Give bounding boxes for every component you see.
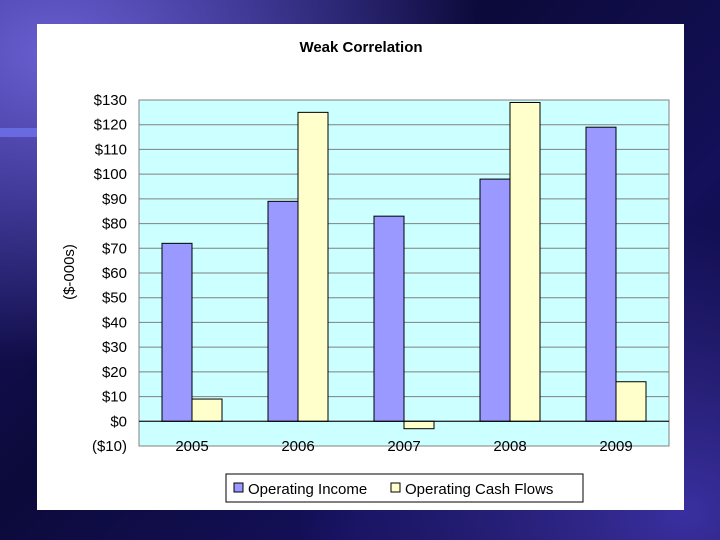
- bar-operating-cash-flows: [191, 398, 223, 422]
- y-tick-label: $130: [94, 92, 127, 109]
- slide-accent-bar: [0, 128, 40, 137]
- y-tick-label: $120: [94, 117, 127, 134]
- x-tick-label: 2008: [493, 438, 526, 455]
- x-tick-label: 2009: [599, 438, 632, 455]
- legend: Operating Income Operating Cash Flows: [225, 473, 584, 503]
- legend-swatch: [233, 482, 244, 493]
- y-tick-label: $110: [95, 141, 127, 158]
- x-tick-label: 2006: [281, 438, 314, 455]
- y-axis-label: ($-000s): [61, 244, 78, 300]
- y-tick-label: ($10): [92, 438, 127, 455]
- bar-operating-income: [479, 178, 511, 422]
- y-tick-label: $60: [102, 265, 127, 282]
- bar-operating-cash-flows: [403, 420, 435, 430]
- y-tick-label: $70: [102, 240, 127, 257]
- y-tick-label: $40: [102, 314, 127, 331]
- bars: [161, 101, 647, 430]
- legend-box: [225, 473, 584, 503]
- bar-operating-income: [373, 215, 405, 422]
- y-tick-label: $10: [102, 389, 127, 406]
- bar-operating-cash-flows: [615, 381, 647, 422]
- y-tick-label: $90: [102, 191, 127, 208]
- x-tick-label: 2007: [387, 438, 420, 455]
- bar-operating-income: [585, 126, 617, 422]
- y-tick-label: $0: [110, 413, 127, 430]
- bar-operating-income: [267, 200, 299, 422]
- y-tick-label: $20: [102, 364, 127, 381]
- y-tick-label: $30: [102, 339, 127, 356]
- legend-label: Operating Income: [248, 481, 367, 498]
- legend-label: Operating Cash Flows: [405, 481, 553, 498]
- y-tick-label: $100: [94, 166, 127, 183]
- bar-operating-cash-flows: [297, 111, 329, 422]
- x-tick-label: 2005: [175, 438, 208, 455]
- legend-swatch: [390, 482, 401, 493]
- y-tick-labels: $130 $120 $110 $100 $90 $80 $70 $60 $50 $40 $30 $20…: [92, 92, 127, 455]
- y-tick-label: $80: [102, 216, 127, 233]
- gridlines: [139, 99, 669, 447]
- chart-title: Weak Correlation: [299, 39, 422, 56]
- bar-operating-cash-flows: [509, 101, 541, 422]
- y-tick-label: $50: [102, 290, 127, 307]
- bar-operating-income: [161, 242, 193, 422]
- x-tick-labels: 2005 2006 2007 2008 2009: [175, 438, 632, 455]
